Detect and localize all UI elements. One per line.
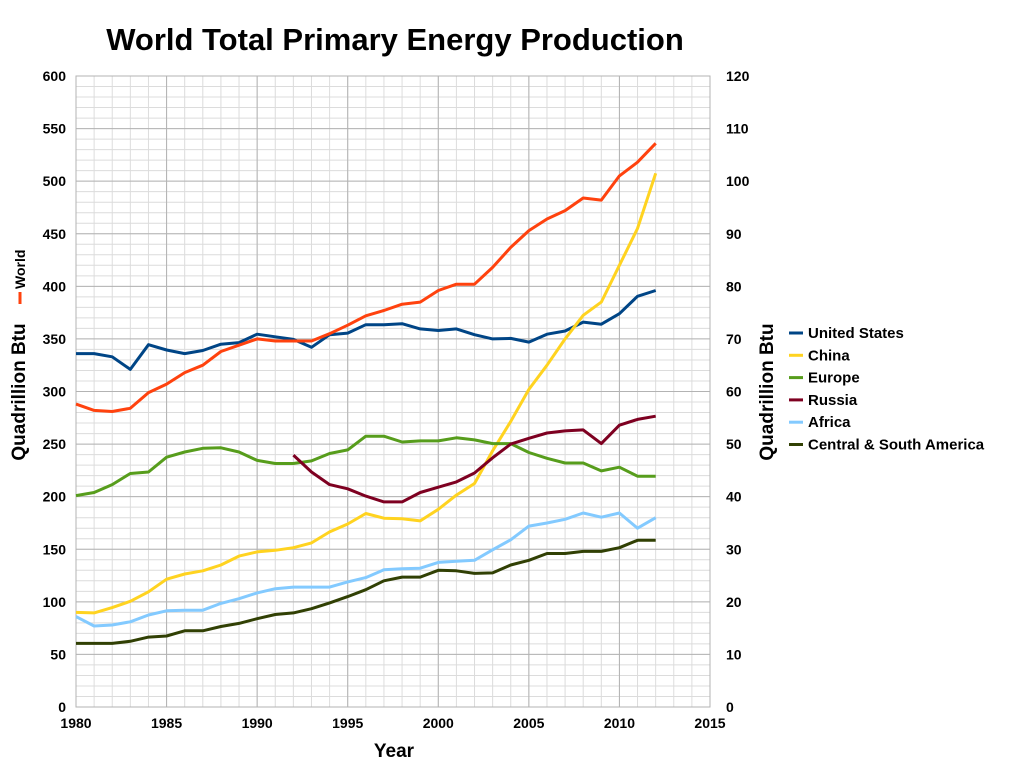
x-tick-label: 1980 [60, 715, 91, 731]
x-tick-label: 1990 [242, 715, 273, 731]
y-left-series-tag: World [12, 250, 28, 304]
world-tag-label: World [12, 250, 28, 289]
series-line-central-and-south-america [76, 538, 656, 645]
x-tick-label: 2010 [604, 715, 635, 731]
series-line-africa [75, 511, 657, 628]
x-tick-label: 1995 [332, 715, 363, 731]
y-right-tick-label: 10 [726, 646, 742, 662]
y-left-tick-label: 550 [43, 121, 67, 137]
y-right-tick-label: 90 [726, 226, 742, 242]
series-line-russia [292, 414, 656, 504]
y-right-tick-label: 60 [726, 384, 742, 400]
y-right-tick-label: 80 [726, 278, 742, 294]
series-line-china [75, 172, 658, 615]
series-line-world [75, 142, 657, 413]
legend-label-russia: Russia [808, 392, 858, 409]
y-left-tick-label: 250 [43, 436, 67, 452]
legend-label-africa: Africa [808, 414, 851, 431]
x-tick-label: 2015 [694, 715, 725, 731]
y-left-tick-label: 300 [43, 384, 67, 400]
y-right-tick-label: 110 [726, 121, 749, 137]
x-tick-label: 1985 [151, 715, 182, 731]
y-right-tick-label: 120 [726, 68, 750, 84]
y-left-tick-label: 350 [43, 331, 67, 347]
y-left-tick-label: 150 [43, 541, 67, 557]
y-left-tick-label: 600 [43, 68, 67, 84]
y-left-tick-label: 200 [43, 489, 67, 505]
series-line-europe [75, 434, 656, 498]
y-left-tick-label: 0 [58, 699, 66, 715]
y-right-axis-title-group: Quadrillion Btu [757, 323, 778, 460]
legend-label-china: China [808, 347, 850, 364]
y-right-tick-label: 70 [726, 331, 742, 347]
y-left-tick-label: 400 [43, 278, 67, 294]
y-right-tick-label: 0 [726, 699, 734, 715]
y-right-tick-label: 40 [726, 489, 742, 505]
chart-title: World Total Primary Energy Production [106, 22, 684, 57]
y-left-tick-label: 50 [50, 646, 66, 662]
y-right-axis-title: Quadrillion Btu [757, 323, 778, 460]
y-right-tick-label: 100 [726, 173, 750, 189]
y-left-tick-label: 500 [43, 173, 67, 189]
y-left-tick-label: 100 [43, 594, 67, 610]
y-right-tick-label: 30 [726, 541, 742, 557]
y-right-axis-ticks: 0 10 20 30 40 50 60 70 80 90 100 110 120 [726, 68, 750, 715]
legend-label-united-states: United States [808, 325, 904, 342]
series-lines [75, 142, 658, 645]
x-tick-label: 2005 [513, 715, 544, 731]
y-right-tick-label: 50 [726, 436, 742, 452]
y-left-axis-ticks: 0 50 100 150 200 250 300 350 400 450 500 550 600 [43, 68, 67, 715]
plot-frame [75, 75, 711, 708]
y-left-tick-label: 450 [43, 226, 67, 242]
legend: United States China Europe Russia Africa Cent… [789, 325, 985, 454]
x-axis-ticks: 1980 1985 1990 1995 2000 2005 2010 2015 [60, 715, 725, 731]
x-tick-label: 2000 [423, 715, 454, 731]
legend-label-europe: Europe [808, 370, 860, 387]
y-left-axis-title-group: Quadrillion Btu [9, 323, 30, 460]
legend-label-central-and-south-america: Central & South America [808, 437, 985, 454]
y-right-tick-label: 20 [726, 594, 742, 610]
series-line-united-states [76, 289, 657, 371]
x-axis-title: Year [374, 741, 415, 762]
y-left-axis-title: Quadrillion Btu [9, 323, 30, 460]
